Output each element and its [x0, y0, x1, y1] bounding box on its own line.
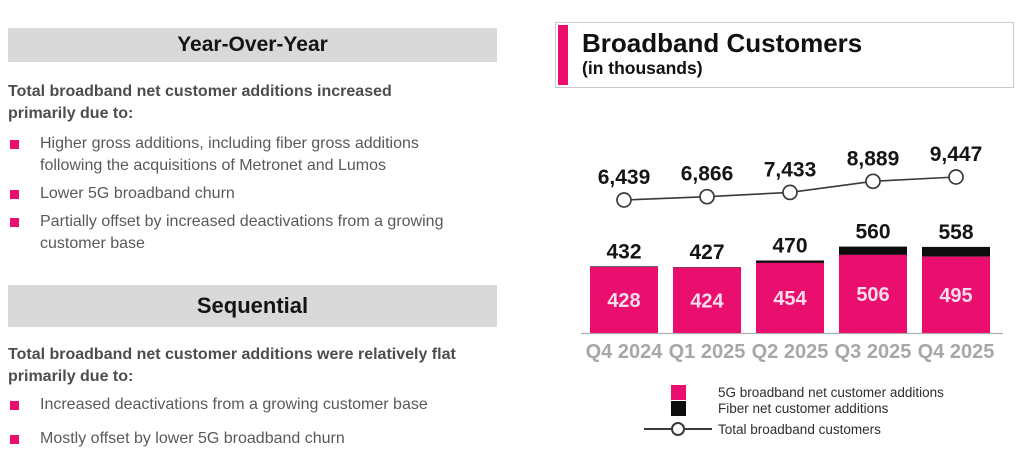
list-item: Lower 5G broadband churn	[8, 183, 490, 205]
bar-5g-segment	[673, 267, 741, 333]
x-axis-label: Q2 2025	[752, 341, 829, 363]
legend-row-5g: 5G broadband net customer additions	[642, 384, 1014, 400]
bar-total-label: 427	[689, 241, 724, 264]
chart-title: Broadband Customers	[582, 28, 863, 58]
line-value-label: 9,447	[930, 143, 983, 166]
line-value-label: 8,889	[847, 147, 900, 170]
seq-bullet-2: Mostly offset by lower 5G broadband chur…	[40, 430, 345, 447]
bar-5g-segment	[590, 266, 658, 333]
line-marker-icon	[948, 169, 964, 185]
bar-total-label: 470	[772, 234, 807, 257]
bar-total-label: 432	[606, 240, 641, 263]
line-value-label: 6,439	[598, 166, 651, 189]
legend-label-fiber: Fiber net customer additions	[718, 400, 889, 416]
line-marker-icon	[865, 173, 881, 190]
combo-chart-svg: 432 428 Q4 2024 427 424 Q1 2025 470 454 Q2 2025 5…	[581, 143, 1003, 363]
bar-total-label: 560	[855, 221, 890, 244]
bullet-icon	[10, 218, 19, 227]
line-value-label: 7,433	[764, 158, 817, 181]
legend-row-total: Total broadband customers	[642, 420, 1014, 438]
seq-bullet-1: Increased deactivations from a growing c…	[40, 396, 428, 413]
sequential-bullet-list: Increased deactivations from a growing c…	[8, 394, 490, 462]
legend-label-5g: 5G broadband net customer additions	[718, 384, 944, 400]
bar-value-label: 428	[607, 290, 640, 312]
legend-swatch-cell	[642, 400, 714, 416]
yoy-bullet-1: Higher gross additions, including fiber …	[40, 135, 419, 174]
legend-row-fiber: Fiber net customer additions	[642, 400, 1014, 416]
list-item: Higher gross additions, including fiber …	[8, 133, 490, 177]
fiber-bar-segment	[922, 246, 990, 257]
yoy-bullet-3: Partially offset by increased deactivati…	[40, 213, 444, 252]
fiber-swatch-icon	[670, 400, 686, 416]
x-axis-label: Q3 2025	[835, 341, 912, 363]
line-marker-icon	[616, 192, 632, 208]
list-item: Partially offset by increased deactivati…	[8, 211, 490, 255]
legend-swatch-cell	[642, 420, 714, 438]
line-marker-icon	[782, 184, 798, 201]
line-marker-icon	[699, 188, 715, 205]
bullet-icon	[10, 190, 19, 199]
yoy-section-header: Year-Over-Year	[8, 28, 497, 62]
bullet-icon	[10, 401, 19, 410]
list-item: Mostly offset by lower 5G broadband chur…	[8, 428, 490, 450]
fiber-bar-segment	[590, 266, 658, 267]
fiber-bar-segment	[756, 260, 824, 263]
chart-legend: 5G broadband net customer additions Fibe…	[642, 384, 1014, 438]
sequential-intro-text: Total broadband net customer additions w…	[8, 346, 456, 385]
bullet-icon	[10, 140, 19, 149]
bar-5g-segment	[922, 256, 990, 333]
fiber-bar-segment	[839, 246, 907, 255]
chart-subtitle: (in thousands)	[582, 58, 703, 78]
bar-value-label: 495	[939, 285, 972, 307]
chart-title-box: Broadband Customers (in thousands)	[555, 22, 1014, 88]
yoy-intro-text: Total broadband net customer additions i…	[8, 83, 392, 122]
bar-value-label: 506	[856, 284, 889, 306]
bar-value-label: 454	[773, 288, 807, 310]
legend-swatch-cell	[642, 384, 714, 400]
x-axis-label: Q4 2024	[586, 341, 664, 363]
yoy-bullet-2: Lower 5G broadband churn	[40, 185, 235, 202]
sequential-section-header: Sequential	[8, 285, 497, 327]
yoy-bullet-list: Higher gross additions, including fiber …	[8, 133, 490, 261]
fiber-bar-segment	[673, 267, 741, 268]
x-axis-label: Q1 2025	[669, 341, 746, 363]
list-item: Increased deactivations from a growing c…	[8, 394, 490, 416]
line-marker-swatch-icon	[644, 421, 712, 437]
bar-5g-segment	[756, 262, 824, 333]
bar-5g-segment	[839, 254, 907, 333]
combo-chart-area: 432 428 Q4 2024 427 424 Q1 2025 470 454 Q2 2025 5…	[555, 115, 1015, 365]
x-axis-label: Q4 2025	[918, 341, 995, 363]
magenta-accent-bar	[558, 25, 568, 85]
5g-swatch-icon	[670, 384, 686, 400]
legend-label-total: Total broadband customers	[718, 421, 881, 437]
bullet-icon	[10, 435, 19, 444]
bar-value-label: 424	[690, 290, 724, 312]
bar-total-label: 558	[938, 221, 973, 244]
line-value-label: 6,866	[681, 163, 734, 186]
